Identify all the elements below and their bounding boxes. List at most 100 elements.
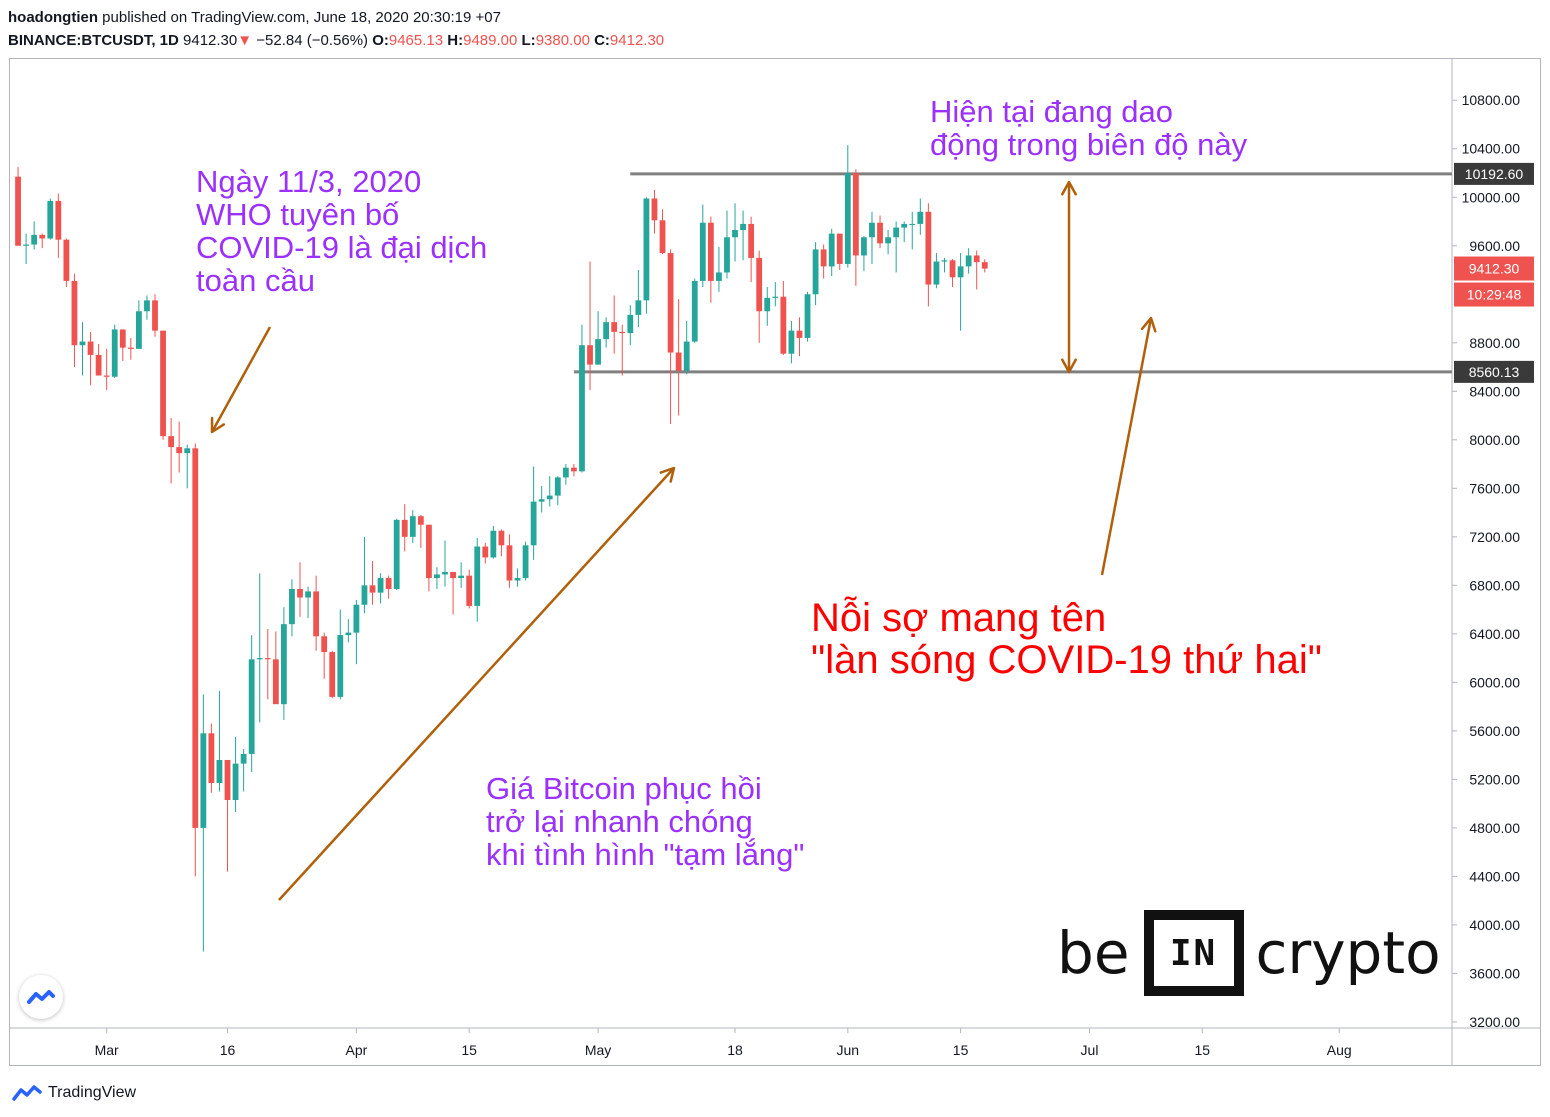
candle-body bbox=[764, 297, 771, 312]
candle-body bbox=[176, 447, 183, 454]
y-tick-label: 7600.00 bbox=[1469, 480, 1520, 496]
candle bbox=[119, 329, 126, 361]
tradingview-badge[interactable] bbox=[19, 975, 63, 1019]
candle bbox=[135, 300, 142, 349]
candle bbox=[385, 575, 392, 599]
candle-body bbox=[877, 222, 883, 244]
candle bbox=[409, 510, 416, 543]
candle-body bbox=[152, 300, 158, 331]
y-tick-label: 10000.00 bbox=[1462, 189, 1521, 205]
candle bbox=[63, 238, 70, 287]
annotation-arrows bbox=[210, 180, 1157, 901]
candle-body bbox=[554, 477, 561, 496]
candle bbox=[514, 568, 521, 587]
candle-body bbox=[434, 574, 440, 579]
candle-body bbox=[305, 591, 311, 598]
candle-body bbox=[385, 578, 392, 589]
last-price-label: 9412.30 bbox=[1469, 261, 1520, 277]
candle-body bbox=[401, 519, 408, 537]
candle-body bbox=[200, 733, 207, 828]
y-tick-label: 6000.00 bbox=[1469, 674, 1520, 690]
candle-body bbox=[820, 249, 827, 267]
x-tick-label: 16 bbox=[220, 1042, 236, 1058]
candle-body bbox=[861, 237, 867, 256]
candle-body bbox=[160, 330, 166, 437]
candle-body bbox=[458, 575, 465, 579]
open-label: O: bbox=[372, 32, 389, 49]
candle bbox=[877, 215, 883, 249]
price-axis[interactable]: 10800.00 10400.00 10000.00 9600.00 8800.00 84… bbox=[1452, 92, 1534, 1030]
candle bbox=[111, 324, 118, 378]
candle-body bbox=[836, 233, 843, 264]
candle bbox=[216, 690, 223, 792]
low-value: 9380.00 bbox=[535, 32, 590, 49]
candle bbox=[780, 280, 787, 355]
candle bbox=[707, 216, 714, 303]
candle bbox=[724, 210, 730, 279]
candle bbox=[127, 337, 134, 360]
chart-header: hoadongtien published on TradingView.com… bbox=[8, 6, 1538, 52]
candle-body bbox=[95, 354, 102, 376]
candle-body bbox=[716, 272, 722, 281]
candle-body bbox=[748, 223, 755, 258]
candle-body bbox=[643, 198, 650, 301]
x-tick-label: 15 bbox=[1194, 1042, 1210, 1058]
y-tick-label: 6400.00 bbox=[1469, 626, 1520, 642]
close-label: C: bbox=[594, 32, 610, 49]
candle-body bbox=[635, 300, 642, 315]
candle bbox=[796, 317, 803, 357]
candle bbox=[635, 270, 642, 328]
candle bbox=[522, 541, 529, 581]
candle-body bbox=[909, 223, 916, 225]
y-tick-label: 5600.00 bbox=[1469, 723, 1520, 739]
candle-body bbox=[869, 222, 875, 238]
candle-body bbox=[264, 658, 271, 660]
candle-body bbox=[651, 198, 658, 221]
candle bbox=[377, 573, 384, 604]
candle bbox=[949, 259, 956, 287]
y-tick-label: 5200.00 bbox=[1469, 771, 1520, 787]
candle-body bbox=[450, 572, 456, 579]
candle-body bbox=[23, 244, 30, 246]
range-double-arrow bbox=[1061, 180, 1077, 374]
candle-body bbox=[39, 234, 46, 239]
candle bbox=[820, 244, 827, 279]
candle bbox=[587, 261, 593, 391]
candle-body bbox=[595, 339, 601, 365]
grid bbox=[10, 59, 1540, 1066]
candle bbox=[595, 311, 601, 365]
candle-body bbox=[691, 280, 698, 342]
candle bbox=[675, 299, 682, 416]
candle-body bbox=[949, 260, 956, 278]
who-arrow bbox=[210, 326, 272, 434]
footer-brand[interactable]: TradingView bbox=[48, 1084, 137, 1101]
tradingview-logo-icon bbox=[12, 1085, 42, 1101]
candle-body bbox=[15, 176, 21, 246]
candle bbox=[562, 464, 569, 485]
arrow-head bbox=[1061, 358, 1077, 374]
author-name[interactable]: hoadongtien bbox=[8, 9, 98, 26]
candle bbox=[361, 536, 368, 614]
chart-frame[interactable] bbox=[9, 58, 1541, 1066]
time-axis[interactable]: Mar 16 Apr 15 May 18 Jun 15 Jul 15 Aug bbox=[95, 1028, 1352, 1058]
candle bbox=[812, 242, 819, 306]
publish-line: hoadongtien published on TradingView.com… bbox=[8, 6, 1538, 29]
candle-body bbox=[828, 233, 835, 267]
level-price-tag bbox=[1454, 162, 1534, 185]
candle bbox=[611, 295, 618, 354]
candle-body bbox=[917, 211, 924, 224]
candle-body bbox=[289, 588, 295, 625]
candle bbox=[168, 417, 175, 484]
candle bbox=[538, 485, 545, 513]
candle-body bbox=[893, 227, 900, 238]
arrow-shaft bbox=[1100, 317, 1153, 576]
range-annotation: Hiện tại đang dao động trong biên độ này bbox=[930, 94, 1248, 162]
candle bbox=[651, 189, 658, 234]
y-tick-label: 10400.00 bbox=[1462, 141, 1521, 157]
candle bbox=[47, 198, 54, 240]
level-price-label: 8560.13 bbox=[1469, 364, 1520, 380]
candle bbox=[941, 257, 948, 273]
candle-body bbox=[901, 223, 908, 228]
logo-text-right: crypto bbox=[1255, 919, 1441, 987]
